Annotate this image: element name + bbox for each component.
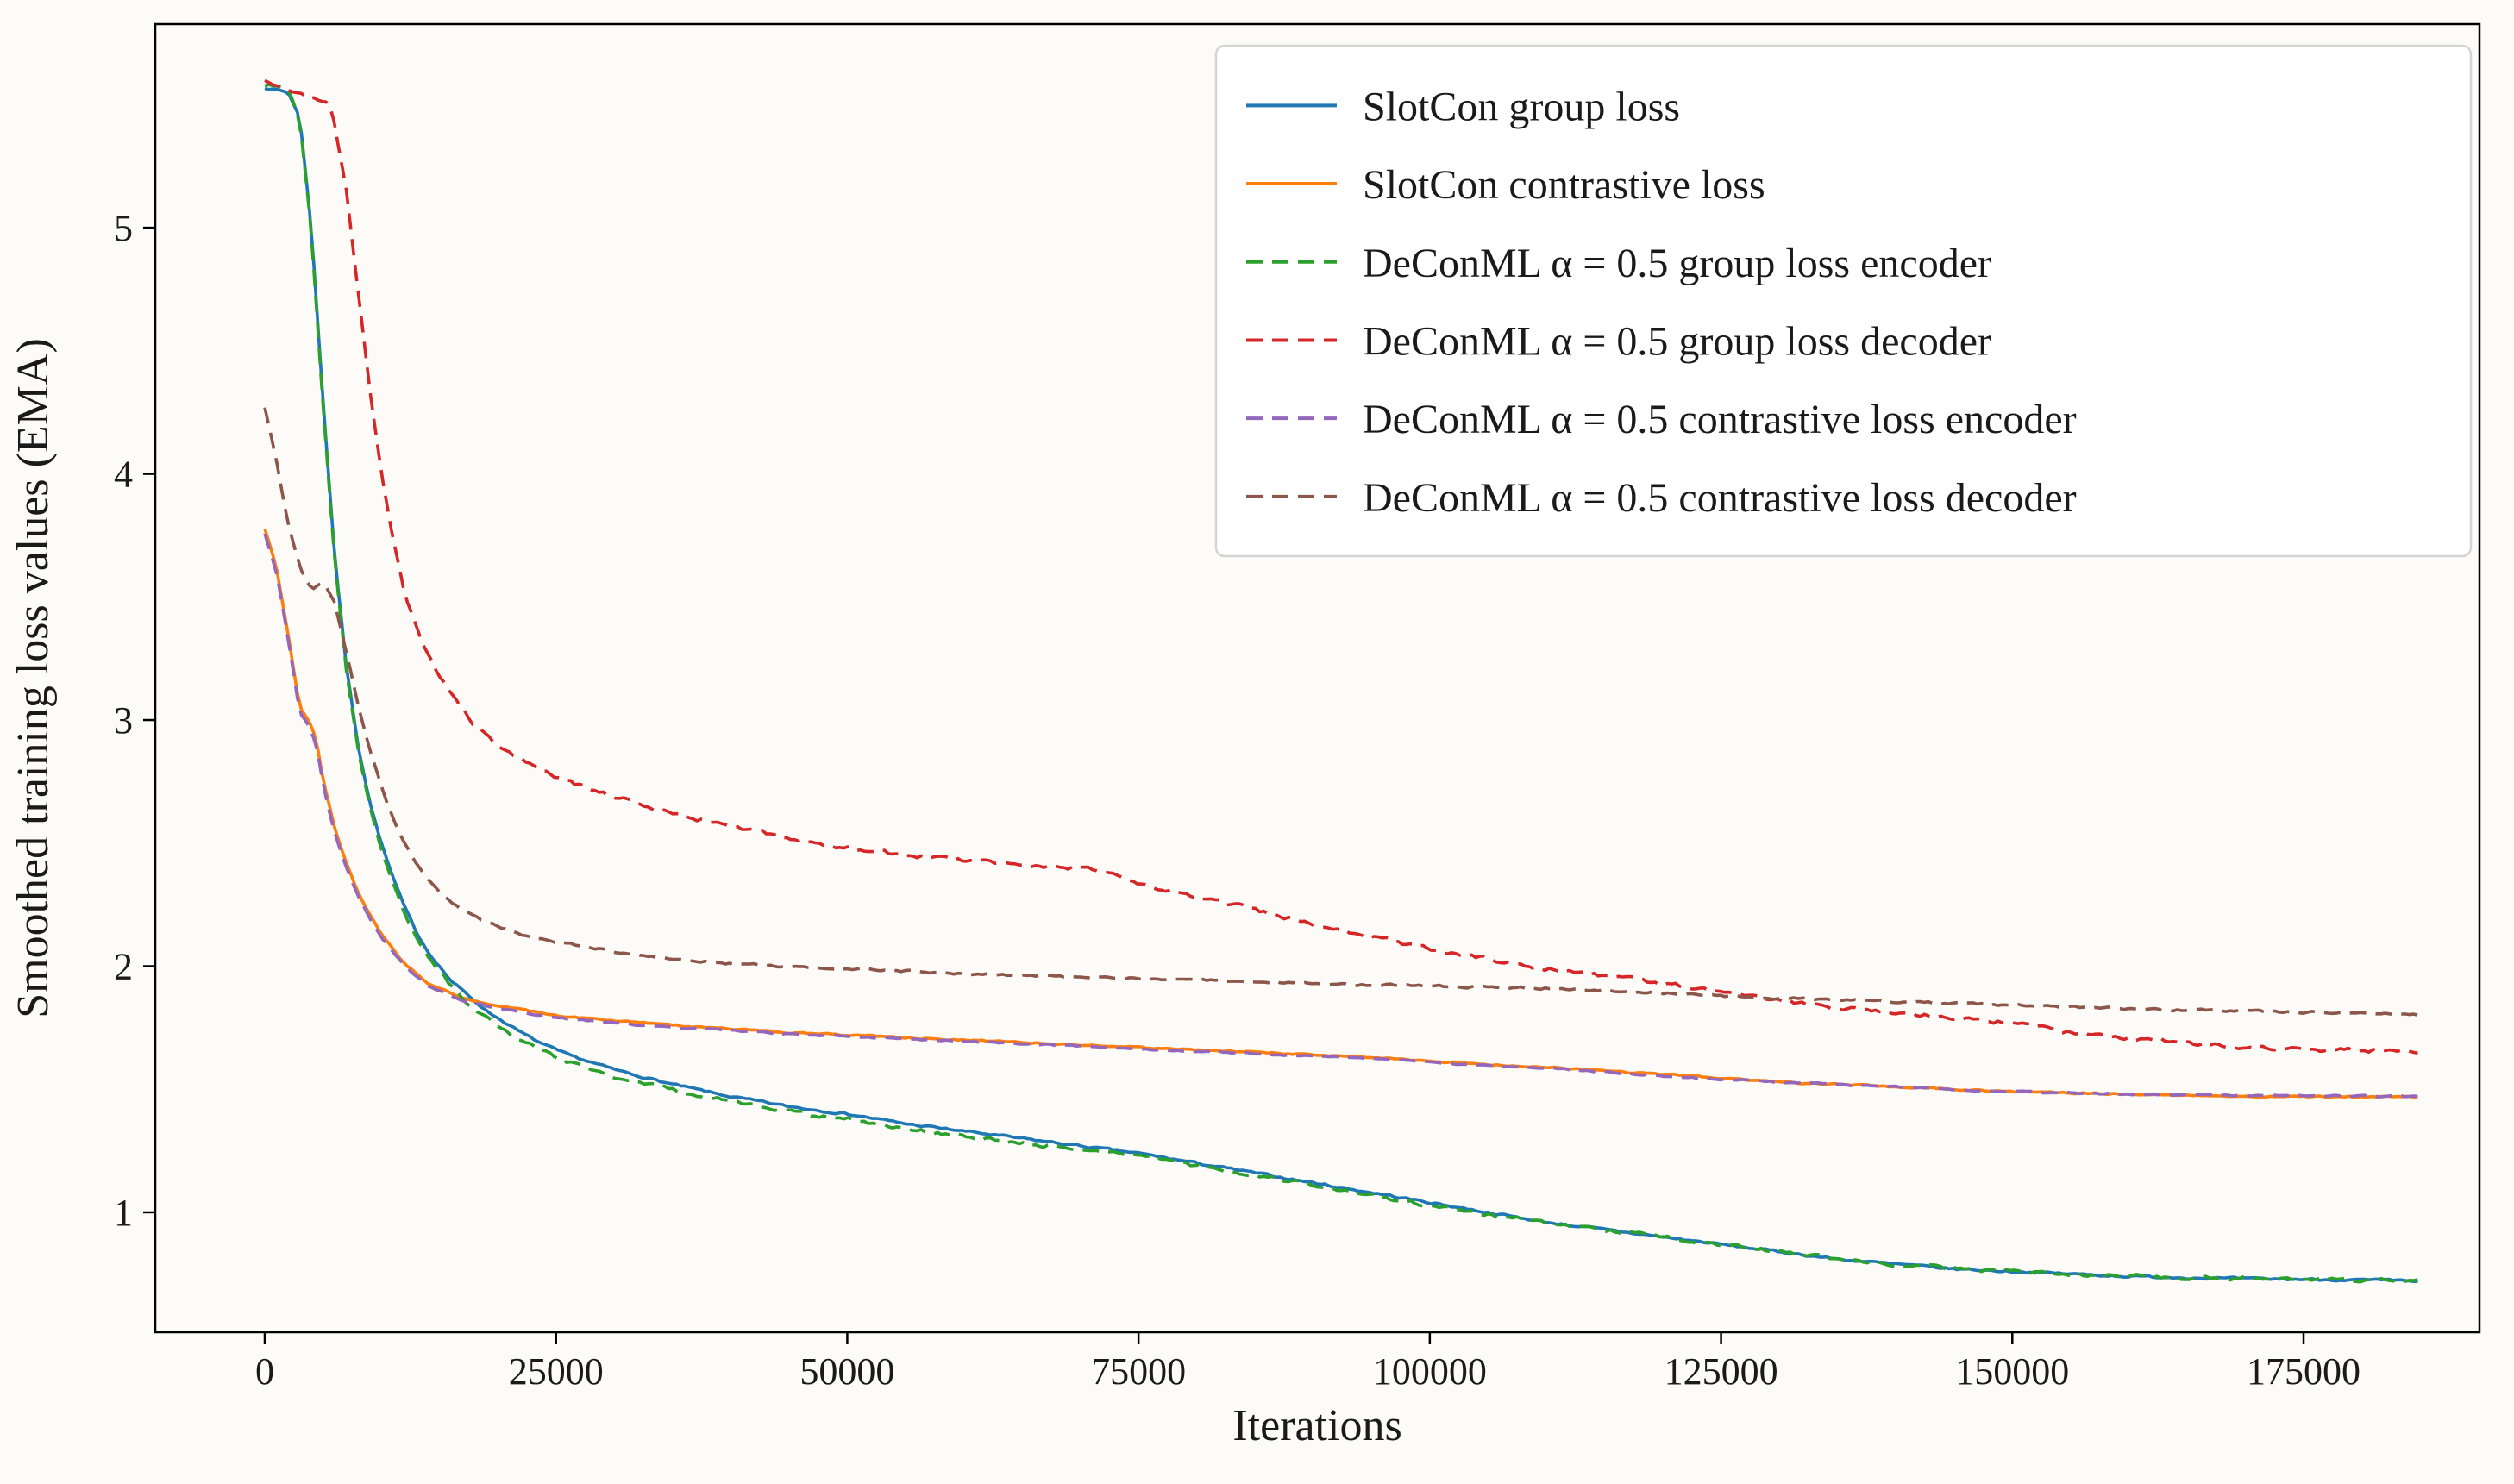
y-tick-label: 5 [114,207,133,249]
x-tick-label: 150000 [1955,1350,2069,1393]
legend-entry: SlotCon contrastive loss [1246,162,1765,208]
x-tick-label: 175000 [2247,1350,2360,1393]
legend-label: DeConML α = 0.5 group loss decoder [1363,318,1991,364]
x-tick-label: 100000 [1373,1350,1487,1393]
legend-label: SlotCon group loss [1363,84,1680,129]
legend-box [1214,44,2473,558]
y-tick-label: 3 [114,699,133,742]
x-tick-label: 25000 [509,1350,604,1393]
legend-label: DeConML α = 0.5 contrastive loss encoder [1363,397,2077,442]
series-line-0 [264,86,2418,1283]
x-tick-label: 75000 [1091,1350,1186,1393]
x-tick-label: 0 [255,1350,274,1393]
legend-entry: DeConML α = 0.5 contrastive loss decoder [1246,475,2077,521]
y-tick-label: 1 [114,1192,133,1234]
legend-entry: DeConML α = 0.5 group loss encoder [1246,241,1991,286]
series-line-3 [264,78,2418,1055]
series-line-5 [263,407,2418,1017]
plot-frame [154,22,2481,1334]
legend-label: DeConML α = 0.5 contrastive loss decoder [1363,475,2077,521]
legend-label: SlotCon contrastive loss [1363,162,1765,208]
series-line-2 [264,83,2418,1284]
legend: SlotCon group loss SlotCon contrastive lo… [1214,44,2473,558]
y-tick-label: 4 [114,454,133,496]
x-tick-label: 50000 [799,1350,894,1393]
x-tick-label: 125000 [1665,1350,1778,1393]
x-axis-label: Iterations [1232,1401,1401,1450]
legend-entry: DeConML α = 0.5 group loss decoder [1246,318,1991,364]
legend-entry: SlotCon group loss [1246,84,1680,129]
series-line-1 [263,528,2418,1099]
y-tick-label: 2 [114,946,133,988]
y-axis-label: Smoothed training loss values (EMA) [9,338,58,1018]
legend-label: DeConML α = 0.5 group loss encoder [1363,241,1991,286]
legend-entry: DeConML α = 0.5 contrastive loss encoder [1246,397,2077,442]
